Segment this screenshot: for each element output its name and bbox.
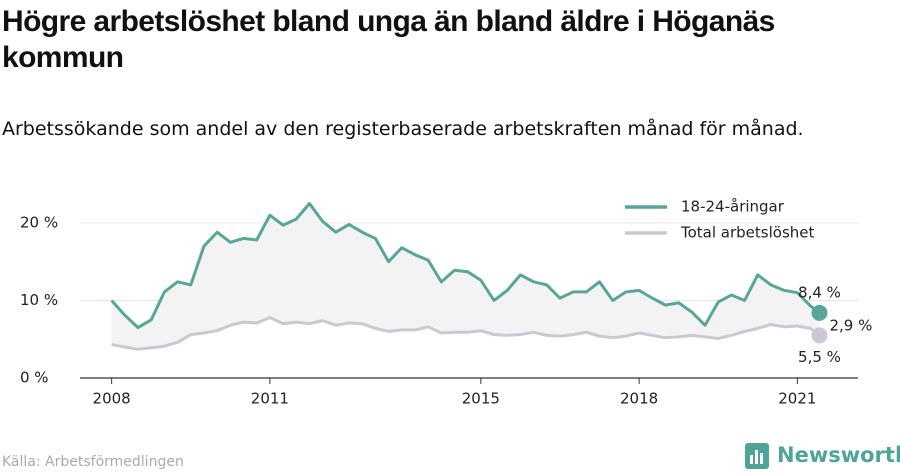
end-point bbox=[811, 327, 828, 344]
gap-label: 2,9 % bbox=[829, 317, 872, 335]
gap-area bbox=[111, 203, 820, 350]
x-tick-label: 2015 bbox=[462, 390, 500, 408]
series-line bbox=[110, 202, 821, 330]
end-label: 8,4 % bbox=[798, 283, 841, 301]
series-line bbox=[111, 316, 821, 351]
y-tick-label: 0 % bbox=[20, 369, 49, 387]
y-tick-label: 10 % bbox=[20, 291, 58, 309]
end-point bbox=[811, 304, 828, 321]
logo-bar bbox=[760, 453, 763, 464]
x-tick-label: 2008 bbox=[93, 390, 131, 408]
legend-label: 18-24-åringar bbox=[681, 198, 785, 216]
end-label: 5,5 % bbox=[798, 348, 841, 366]
x-tick-label: 2021 bbox=[778, 390, 816, 408]
x-tick-label: 2011 bbox=[251, 390, 289, 408]
chart-subtitle: Arbetssökande som andel av den registerb… bbox=[2, 118, 804, 140]
logo: Newsworthy bbox=[745, 443, 900, 469]
x-tick-label: 2018 bbox=[620, 390, 658, 408]
logo-text: Newsworthy bbox=[777, 443, 900, 467]
logo-bar bbox=[750, 455, 753, 464]
chart-title: Högre arbetslöshet bland unga än bland ä… bbox=[2, 5, 775, 74]
y-tick-label: 20 % bbox=[20, 213, 58, 231]
source: Källa: Arbetsförmedlingen bbox=[2, 454, 184, 470]
logo-bar bbox=[755, 450, 758, 464]
legend-label: Total arbetslöshet bbox=[680, 224, 815, 242]
